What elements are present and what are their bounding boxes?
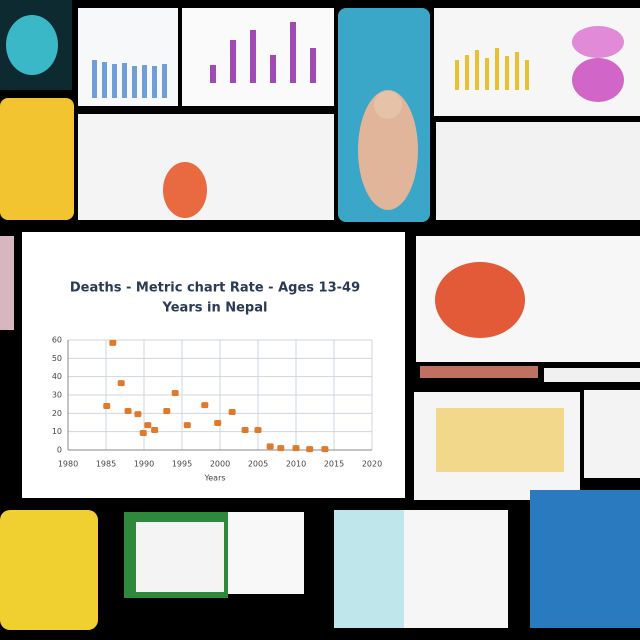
- point: [124, 407, 132, 414]
- thumb: [182, 8, 334, 106]
- shape: [435, 262, 525, 338]
- y-tick-label: 0: [57, 446, 62, 455]
- mini-bars: [455, 48, 529, 90]
- point: [321, 446, 329, 453]
- y-tick-label: 10: [52, 427, 62, 436]
- point: [134, 411, 142, 418]
- point: [144, 422, 152, 429]
- figure-head: [374, 91, 402, 119]
- point: [183, 422, 191, 429]
- x-tick-label: 2010: [286, 460, 306, 469]
- thumb: [0, 98, 74, 220]
- thumb: [0, 510, 98, 630]
- point: [139, 429, 147, 436]
- point: [117, 380, 125, 387]
- point: [254, 427, 262, 434]
- y-tick-label: 40: [52, 372, 62, 381]
- x-tick-label: 1990: [134, 460, 154, 469]
- point: [109, 339, 117, 346]
- thumb: [584, 390, 640, 478]
- point: [103, 403, 111, 409]
- point: [151, 427, 159, 434]
- x-tick-label: 2020: [362, 460, 382, 469]
- thumb: [530, 490, 640, 628]
- x-tick-label: 1980: [58, 460, 78, 469]
- thumb: [436, 122, 640, 220]
- point: [171, 389, 179, 396]
- chart-subtitle: Years in Nepal: [162, 301, 268, 316]
- x-tick-label: 2005: [248, 460, 268, 469]
- x-tick-label: 2015: [324, 460, 344, 469]
- y-tick-label: 60: [52, 336, 62, 345]
- point: [306, 446, 314, 453]
- point: [266, 443, 274, 450]
- chart-panel: [22, 232, 405, 498]
- strip: [420, 366, 538, 378]
- x-tick-label: 1985: [96, 460, 116, 469]
- x-tick-label: 2000: [210, 460, 230, 469]
- x-tick-label: 1995: [172, 460, 192, 469]
- thumb: [228, 512, 304, 594]
- thumb: [404, 510, 508, 628]
- mini-bars: [92, 60, 167, 98]
- chart-title: Deaths - Metric chart Rate - Ages 13-49: [70, 281, 360, 296]
- y-tick-label: 30: [52, 391, 62, 400]
- mini-bars: [210, 22, 316, 83]
- mini-plot: [436, 408, 564, 472]
- point: [163, 407, 171, 414]
- y-tick-label: 50: [52, 354, 62, 363]
- point: [201, 402, 209, 409]
- shape: [163, 162, 207, 218]
- point: [292, 445, 300, 452]
- shape: [6, 15, 58, 75]
- thumb-inner: [136, 522, 224, 592]
- point: [277, 445, 285, 452]
- thumb: [78, 114, 334, 220]
- figure: [358, 90, 418, 210]
- x-axis-label: Years: [203, 474, 225, 483]
- point: [228, 409, 236, 416]
- strip: [544, 368, 640, 382]
- point: [214, 420, 222, 427]
- shape: [572, 58, 624, 102]
- shape: [572, 26, 624, 58]
- y-tick-label: 20: [52, 409, 62, 418]
- thumb: [0, 236, 14, 330]
- point: [241, 427, 249, 434]
- thumb: [334, 510, 412, 628]
- plot: 0 10 20 30 40 50 60 1980 1985 1990 1995 2000 2005 201…: [52, 336, 382, 469]
